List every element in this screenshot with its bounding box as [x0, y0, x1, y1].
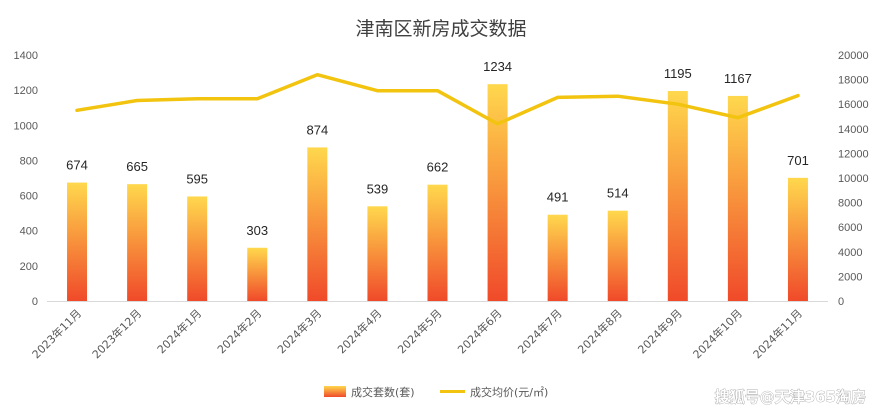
bar	[247, 247, 268, 301]
bar	[367, 206, 388, 301]
x-tick-label: 2024年6月	[454, 306, 504, 356]
right-y-tick-label: 0	[838, 296, 844, 308]
x-tick-label: 2024年11月	[750, 306, 805, 361]
left-y-tick-label: 200	[20, 261, 38, 273]
right-y-tick-label: 20000	[838, 50, 869, 62]
left-y-tick-label: 1200	[14, 85, 38, 97]
bar	[187, 196, 208, 301]
x-tick-label: 2024年1月	[154, 306, 204, 356]
bar-data-label: 491	[547, 190, 569, 205]
bar-data-label: 674	[66, 158, 88, 173]
bar-data-labels: 674 665 595 303 874 539 662 1234 491 514 1195 1167 7…	[66, 59, 809, 238]
right-y-tick-label: 14000	[838, 124, 869, 136]
x-tick-label: 2024年5月	[394, 306, 444, 356]
bar-data-label: 665	[126, 159, 148, 174]
right-y-tick-label: 16000	[838, 99, 869, 111]
bar-data-label: 514	[607, 186, 629, 201]
bar	[487, 84, 508, 301]
x-tick-label: 2023年12月	[89, 306, 144, 361]
left-y-tick-label: 800	[20, 155, 38, 167]
bar	[67, 182, 88, 301]
x-tick-label: 2024年8月	[575, 306, 625, 356]
legend-bar-label: 成交套数(套)	[351, 385, 415, 399]
bar-data-label: 662	[427, 160, 449, 175]
right-y-tick-label: 4000	[838, 247, 862, 259]
x-tick-label: 2024年10月	[690, 306, 745, 361]
right-y-tick-label: 2000	[838, 271, 862, 283]
bar-data-label: 1167	[724, 71, 752, 86]
x-tick-label: 2024年4月	[334, 306, 384, 356]
right-y-tick-label: 10000	[838, 173, 869, 185]
bar-series	[67, 84, 808, 302]
legend-bar-swatch	[324, 386, 346, 397]
x-tick-label: 2024年3月	[274, 306, 324, 356]
left-y-tick-label: 1000	[14, 120, 38, 132]
left-y-tick-label: 400	[20, 226, 38, 238]
bar-data-label: 701	[787, 153, 809, 168]
x-tick-label: 2024年7月	[515, 306, 565, 356]
left-y-axis: 0 200 400 600 800 1000 1200 1400	[14, 50, 38, 308]
right-y-tick-label: 12000	[838, 148, 869, 160]
left-y-tick-label: 1400	[14, 50, 38, 62]
bar-data-label: 1234	[483, 59, 512, 74]
bar	[127, 184, 148, 301]
bar-data-label: 539	[367, 181, 389, 196]
bar	[427, 184, 448, 301]
bar-data-label: 303	[246, 223, 268, 238]
right-y-axis: 0 2000 4000 6000 8000 10000 12000 14000 16000 180…	[838, 50, 869, 308]
legend-line-label: 成交均价(元/㎡)	[470, 385, 548, 399]
right-y-tick-label: 8000	[838, 198, 862, 210]
bar	[787, 177, 808, 301]
bar	[607, 210, 628, 301]
bar-data-label: 595	[186, 171, 208, 186]
legend: 成交套数(套) 成交均价(元/㎡)	[324, 385, 548, 399]
bar-data-label: 874	[306, 122, 328, 137]
right-y-tick-label: 6000	[838, 222, 862, 234]
x-tick-label: 2023年11月	[29, 306, 84, 361]
x-tick-label: 2024年9月	[635, 306, 685, 356]
watermark: 搜狐号@天津365淘房	[715, 388, 866, 406]
x-axis-tick-labels: 2023年11月 2023年12月 2024年1月 2024年2月 2024年3月 202…	[29, 306, 805, 361]
x-tick-label: 2024年2月	[214, 306, 264, 356]
right-y-tick-label: 18000	[838, 75, 869, 87]
bar-data-label: 1195	[664, 66, 692, 81]
bar	[547, 214, 568, 301]
price-line	[75, 72, 800, 126]
line-series	[75, 72, 800, 126]
left-y-tick-label: 600	[20, 191, 38, 203]
left-y-tick-label: 0	[32, 296, 38, 308]
bar	[727, 95, 748, 301]
bar	[307, 147, 328, 301]
bar	[667, 91, 688, 302]
chart-title: 津南区新房成交数据	[355, 18, 526, 40]
